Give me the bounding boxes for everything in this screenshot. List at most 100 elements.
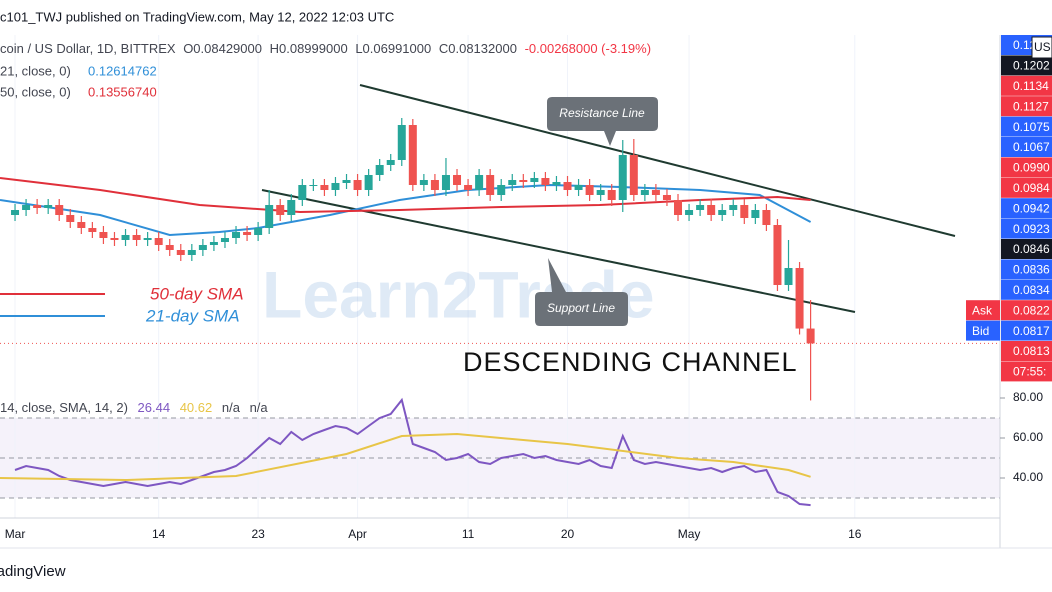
y-tick-label: 60.00 (1013, 430, 1043, 444)
price-tag (1001, 239, 1052, 259)
y-tick-label: 80.00 (1013, 390, 1043, 404)
rsi-value: 26.44 (138, 400, 171, 415)
candle-body (795, 268, 804, 329)
candle-body (397, 125, 406, 160)
legend-label: 50-day SMA (150, 284, 244, 303)
price-tag-label: 0.1075 (1013, 120, 1050, 134)
candle-body (640, 190, 649, 195)
candle-body (685, 210, 694, 215)
ask-tag (966, 300, 1000, 321)
candle-body (718, 210, 727, 215)
price-tag (1001, 279, 1052, 300)
sma-params: 21, close, 0) (0, 63, 71, 78)
candle-body (143, 238, 152, 240)
price-tag-label: 0.0813 (1013, 344, 1050, 358)
candle-body (453, 175, 462, 185)
candle-body (353, 180, 362, 190)
x-tick-label: 23 (251, 527, 265, 541)
callout-box (535, 258, 628, 326)
line-series (0, 432, 811, 482)
candle-body (629, 155, 638, 195)
candle-body (618, 155, 627, 200)
change-label: -0.00268000 (-3.19%) (525, 41, 651, 56)
price-tag-label: 0.0923 (1013, 222, 1050, 236)
candle-body (530, 178, 539, 182)
sma-params: 50, close, 0) (0, 84, 71, 99)
candle-body (441, 175, 450, 190)
candle-body (751, 210, 760, 218)
candle-body (375, 165, 384, 175)
candle-body (762, 210, 771, 225)
candle-body (707, 205, 716, 215)
symbol: coin / US Dollar, 1D, BITTREX (0, 41, 176, 56)
candle-body (88, 228, 97, 232)
support-callout: Support Line (535, 258, 628, 326)
x-tick-label: Mar (5, 527, 26, 541)
x-tick-label: Apr (348, 527, 367, 541)
price-tag-label: 07:55: (1013, 365, 1046, 379)
candle-body (276, 205, 285, 215)
candle-body (729, 205, 738, 210)
candle-body (563, 182, 572, 190)
callout-text: Support Line (547, 301, 615, 315)
candle-body (464, 185, 473, 190)
price-tag-label: 0.1134 (1013, 79, 1049, 93)
candle-body (11, 210, 20, 215)
price-tag (1001, 96, 1052, 117)
sma-value: 0.13556740 (88, 84, 157, 99)
resistance-callout: Resistance Line (547, 97, 658, 146)
candle-body (309, 185, 318, 186)
candle-body (419, 180, 428, 185)
candle-body (176, 250, 185, 255)
low-label: L0.06991000 (355, 41, 431, 56)
na-value: n/a (250, 400, 269, 415)
candle-body (784, 268, 793, 285)
candle-body (243, 232, 252, 235)
ask-label: Ask (972, 303, 993, 317)
candle-body (508, 180, 517, 185)
line-series (0, 183, 812, 237)
candle-body (254, 228, 263, 235)
price-tag-label: 0.0817 (1013, 324, 1050, 338)
candle-body (22, 205, 31, 210)
callout-box (547, 97, 658, 146)
candle-body (121, 235, 130, 240)
candle-body (110, 238, 119, 240)
price-tag-label: 0.0942 (1013, 201, 1050, 215)
y-tick-label: 40.00 (1013, 470, 1043, 484)
price-tag-label: 0.1067 (1013, 140, 1050, 154)
price-tag-label: 0.0836 (1013, 263, 1050, 277)
candle-body (165, 245, 174, 250)
candle-body (55, 205, 64, 215)
candle-body (320, 185, 329, 190)
x-tick-label: 16 (848, 527, 862, 541)
price-tag-label: 0.0834 (1013, 283, 1050, 297)
callout-text: Resistance Line (559, 106, 645, 120)
candle-body (651, 190, 660, 195)
candle-body (585, 185, 594, 195)
sma-value: 0.12614762 (88, 63, 157, 78)
candle-body (486, 175, 495, 195)
published-line: c101_TWJ published on TradingView.com, M… (0, 9, 394, 24)
candle-body (154, 238, 163, 245)
price-tag-label: 0.0822 (1013, 303, 1050, 317)
candle-body (220, 238, 229, 242)
candle-body (44, 205, 53, 208)
x-tick-label: 14 (152, 527, 166, 541)
candle-body (77, 222, 86, 228)
price-tag-label: 0.0846 (1013, 242, 1050, 256)
line-series (14, 397, 811, 507)
candle-body (497, 185, 506, 195)
legend-label: 21-day SMA (145, 306, 240, 325)
candle-body (198, 245, 207, 250)
candle-body (132, 235, 141, 240)
candle-body (773, 225, 782, 285)
candle-body (66, 215, 75, 222)
price-scale: 0.1200.12020.11340.11270.10750.10670.099… (966, 35, 1052, 382)
price-tag (1001, 300, 1052, 321)
candle-body (232, 232, 241, 238)
candle-body (364, 175, 373, 190)
price-tag (1001, 177, 1052, 198)
